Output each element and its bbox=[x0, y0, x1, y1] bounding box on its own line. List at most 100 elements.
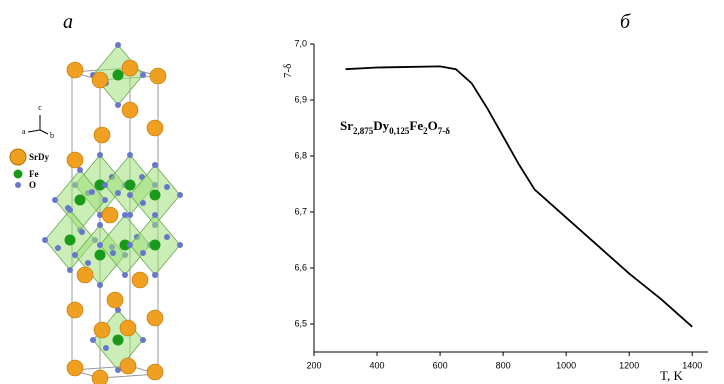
panel-label: а bbox=[63, 11, 73, 33]
oxygen bbox=[115, 102, 121, 108]
iron bbox=[74, 194, 86, 206]
oxygen bbox=[152, 162, 158, 168]
srdy-atom bbox=[66, 359, 84, 377]
iron bbox=[94, 249, 106, 261]
oxygen bbox=[102, 182, 108, 188]
iron bbox=[94, 179, 106, 191]
legend-swatch bbox=[9, 148, 27, 166]
oxygen bbox=[140, 337, 146, 343]
x-tick-label: 400 bbox=[370, 360, 385, 370]
oxygen bbox=[152, 212, 158, 218]
oxygen bbox=[115, 190, 121, 196]
legend-label: O bbox=[29, 180, 36, 190]
y-axis-label: 7-δ bbox=[282, 64, 294, 78]
oxygen bbox=[89, 189, 95, 195]
x-tick-label: 200 bbox=[306, 360, 321, 370]
iron bbox=[64, 234, 76, 246]
oxygen bbox=[67, 207, 73, 213]
panel-label: б bbox=[620, 11, 631, 33]
iron bbox=[112, 334, 124, 346]
data-line bbox=[345, 65, 693, 328]
oxygen bbox=[152, 272, 158, 278]
oxygen bbox=[110, 250, 116, 256]
oxygen bbox=[97, 282, 103, 288]
srdy-atom bbox=[146, 119, 164, 137]
y-tick-label: 6,5 bbox=[294, 318, 307, 328]
srdy-atom bbox=[146, 309, 164, 327]
oxygen bbox=[115, 42, 121, 48]
legend-swatch bbox=[15, 182, 21, 188]
axis-letter: c bbox=[38, 103, 42, 112]
legend-swatch bbox=[13, 169, 23, 179]
oxygen bbox=[79, 229, 85, 235]
srdy-atom bbox=[101, 206, 119, 224]
srdy-atom bbox=[93, 126, 111, 144]
x-tick-label: 600 bbox=[433, 360, 448, 370]
srdy-atom bbox=[66, 61, 84, 79]
srdy-atom bbox=[121, 101, 139, 119]
oxygen bbox=[127, 192, 133, 198]
oxygen bbox=[55, 245, 61, 251]
oxygen bbox=[140, 200, 146, 206]
oxygen bbox=[122, 272, 128, 278]
oxygen bbox=[102, 197, 108, 203]
oxygen bbox=[42, 237, 48, 243]
annotation-part: 2 bbox=[423, 126, 428, 136]
oxygen bbox=[52, 197, 58, 203]
y-tick-label: 6,7 bbox=[294, 206, 307, 216]
oxygen bbox=[177, 242, 183, 248]
iron bbox=[149, 189, 161, 201]
oxygen bbox=[85, 260, 91, 266]
oxygen bbox=[115, 367, 121, 373]
oxygen bbox=[177, 192, 183, 198]
srdy-atom bbox=[66, 151, 84, 169]
annotation-part: 2,875 bbox=[353, 126, 374, 136]
srdy-atom bbox=[119, 319, 137, 337]
oxygen bbox=[90, 337, 96, 343]
iron bbox=[149, 239, 161, 251]
srdy-atom bbox=[76, 266, 94, 284]
oxygen bbox=[97, 152, 103, 158]
oxygen bbox=[97, 212, 103, 218]
oxygen bbox=[115, 307, 121, 313]
annotation-part: 0,125 bbox=[389, 126, 410, 136]
crystal-structure bbox=[42, 42, 183, 384]
axis-letter: b bbox=[50, 131, 54, 140]
annotation-part: Dy bbox=[373, 118, 389, 133]
oxygen bbox=[122, 212, 128, 218]
oxygen bbox=[97, 242, 103, 248]
iron bbox=[124, 179, 136, 191]
srdy-atom bbox=[149, 67, 167, 85]
x-tick-label: 1400 bbox=[682, 360, 702, 370]
iron bbox=[112, 69, 124, 81]
oxygen bbox=[77, 167, 83, 173]
annotation-part: 7-δ bbox=[438, 126, 450, 136]
annotation-part: Fe bbox=[409, 118, 423, 133]
srdy-atom bbox=[146, 363, 164, 381]
y-tick-label: 6,6 bbox=[294, 262, 307, 272]
y-tick-label: 7,0 bbox=[294, 38, 307, 48]
oxygen bbox=[72, 252, 78, 258]
srdy-atom bbox=[121, 59, 139, 77]
srdy-atom bbox=[66, 301, 84, 319]
annotation-part: Sr bbox=[340, 118, 353, 133]
oxygen bbox=[67, 267, 73, 273]
oxygen bbox=[127, 242, 133, 248]
srdy-atom bbox=[91, 71, 109, 89]
x-axis-label: T, K bbox=[660, 368, 683, 383]
srdy-atom bbox=[131, 271, 149, 289]
srdy-atom bbox=[91, 369, 109, 384]
x-tick-label: 1000 bbox=[556, 360, 576, 370]
axes-glyph bbox=[27, 115, 49, 135]
y-tick-label: 6,8 bbox=[294, 150, 307, 160]
annotation: Sr2,875Dy0,125Fe2O7-δ bbox=[340, 118, 450, 136]
oxygen bbox=[127, 212, 133, 218]
y-tick-label: 6,9 bbox=[294, 94, 307, 104]
annotation-part: O bbox=[428, 118, 438, 133]
oxygen bbox=[164, 184, 170, 190]
oxygen bbox=[164, 234, 170, 240]
srdy-atom bbox=[119, 357, 137, 375]
oxygen bbox=[97, 222, 103, 228]
x-tick-label: 1200 bbox=[619, 360, 639, 370]
